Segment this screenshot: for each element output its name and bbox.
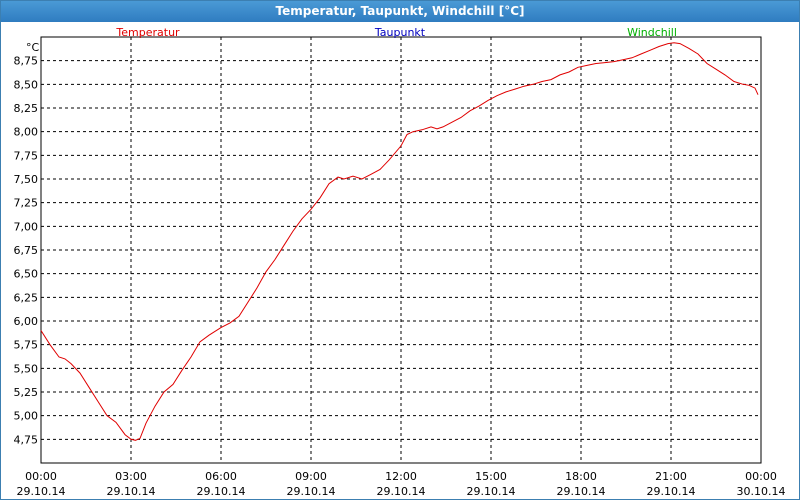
y-tick-label: 5,50 — [14, 362, 39, 375]
x-tick-date: 29.10.14 — [17, 485, 66, 498]
x-tick-time: 03:00 — [115, 470, 147, 483]
series-line-temperatur — [40, 42, 759, 441]
x-tick-date: 29.10.14 — [107, 485, 156, 498]
x-tick-time: 12:00 — [385, 470, 417, 483]
y-tick-label: 6,25 — [14, 291, 39, 304]
y-tick-label: 7,50 — [14, 173, 39, 186]
y-tick-label: 7,00 — [14, 220, 39, 233]
legend: Temperatur Taupunkt Windchill — [115, 26, 677, 39]
x-tick-time: 15:00 — [475, 470, 507, 483]
x-tick-date: 29.10.14 — [197, 485, 246, 498]
x-tick-time: 06:00 — [205, 470, 237, 483]
y-tick-label: 5,00 — [14, 410, 39, 423]
x-tick-time: 09:00 — [295, 470, 327, 483]
x-tick-time: 21:00 — [655, 470, 687, 483]
x-tick-time: 00:00 — [745, 470, 777, 483]
x-tick-labels: 00:00 29.10.14 03:00 29.10.14 06:00 29.10.14 0… — [17, 470, 786, 498]
legend-item-windchill: Windchill — [627, 26, 677, 39]
x-tick-date: 29.10.14 — [287, 485, 336, 498]
y-tick-label: 6,00 — [14, 315, 39, 328]
y-tick-label: 8,75 — [14, 55, 39, 68]
y-tick-label: 4,75 — [14, 433, 39, 446]
y-tick-label: 6,50 — [14, 268, 39, 281]
y-tick-labels: 4,75 5,00 5,25 5,50 5,75 6,00 6,25 6,50 6,75 7,00… — [14, 55, 39, 447]
x-tick-date: 29.10.14 — [647, 485, 696, 498]
y-tick-label: 7,25 — [14, 197, 39, 210]
y-tick-label: 6,75 — [14, 244, 39, 257]
y-tick-label: 8,50 — [14, 78, 39, 91]
x-tick-date: 30.10.14 — [737, 485, 786, 498]
y-tick-label: 8,00 — [14, 126, 39, 139]
y-tick-label: 5,25 — [14, 386, 39, 399]
series-lines — [40, 42, 759, 441]
y-tick-label: 7,75 — [14, 149, 39, 162]
x-tick-time: 18:00 — [565, 470, 597, 483]
legend-item-temperatur: Temperatur — [115, 26, 180, 39]
y-tick-label: 5,75 — [14, 339, 39, 352]
plot-area-border — [40, 36, 762, 464]
y-tick-label: 8,25 — [14, 102, 39, 115]
window-title: Temperatur, Taupunkt, Windchill [°C] — [1, 1, 799, 22]
x-tick-date: 29.10.14 — [377, 485, 426, 498]
x-tick-date: 29.10.14 — [557, 485, 606, 498]
x-tick-date: 29.10.14 — [467, 485, 516, 498]
legend-item-taupunkt: Taupunkt — [374, 26, 426, 39]
x-tick-time: 00:00 — [25, 470, 57, 483]
y-axis-unit-label: °C — [26, 41, 40, 54]
grid-lines — [41, 36, 761, 463]
